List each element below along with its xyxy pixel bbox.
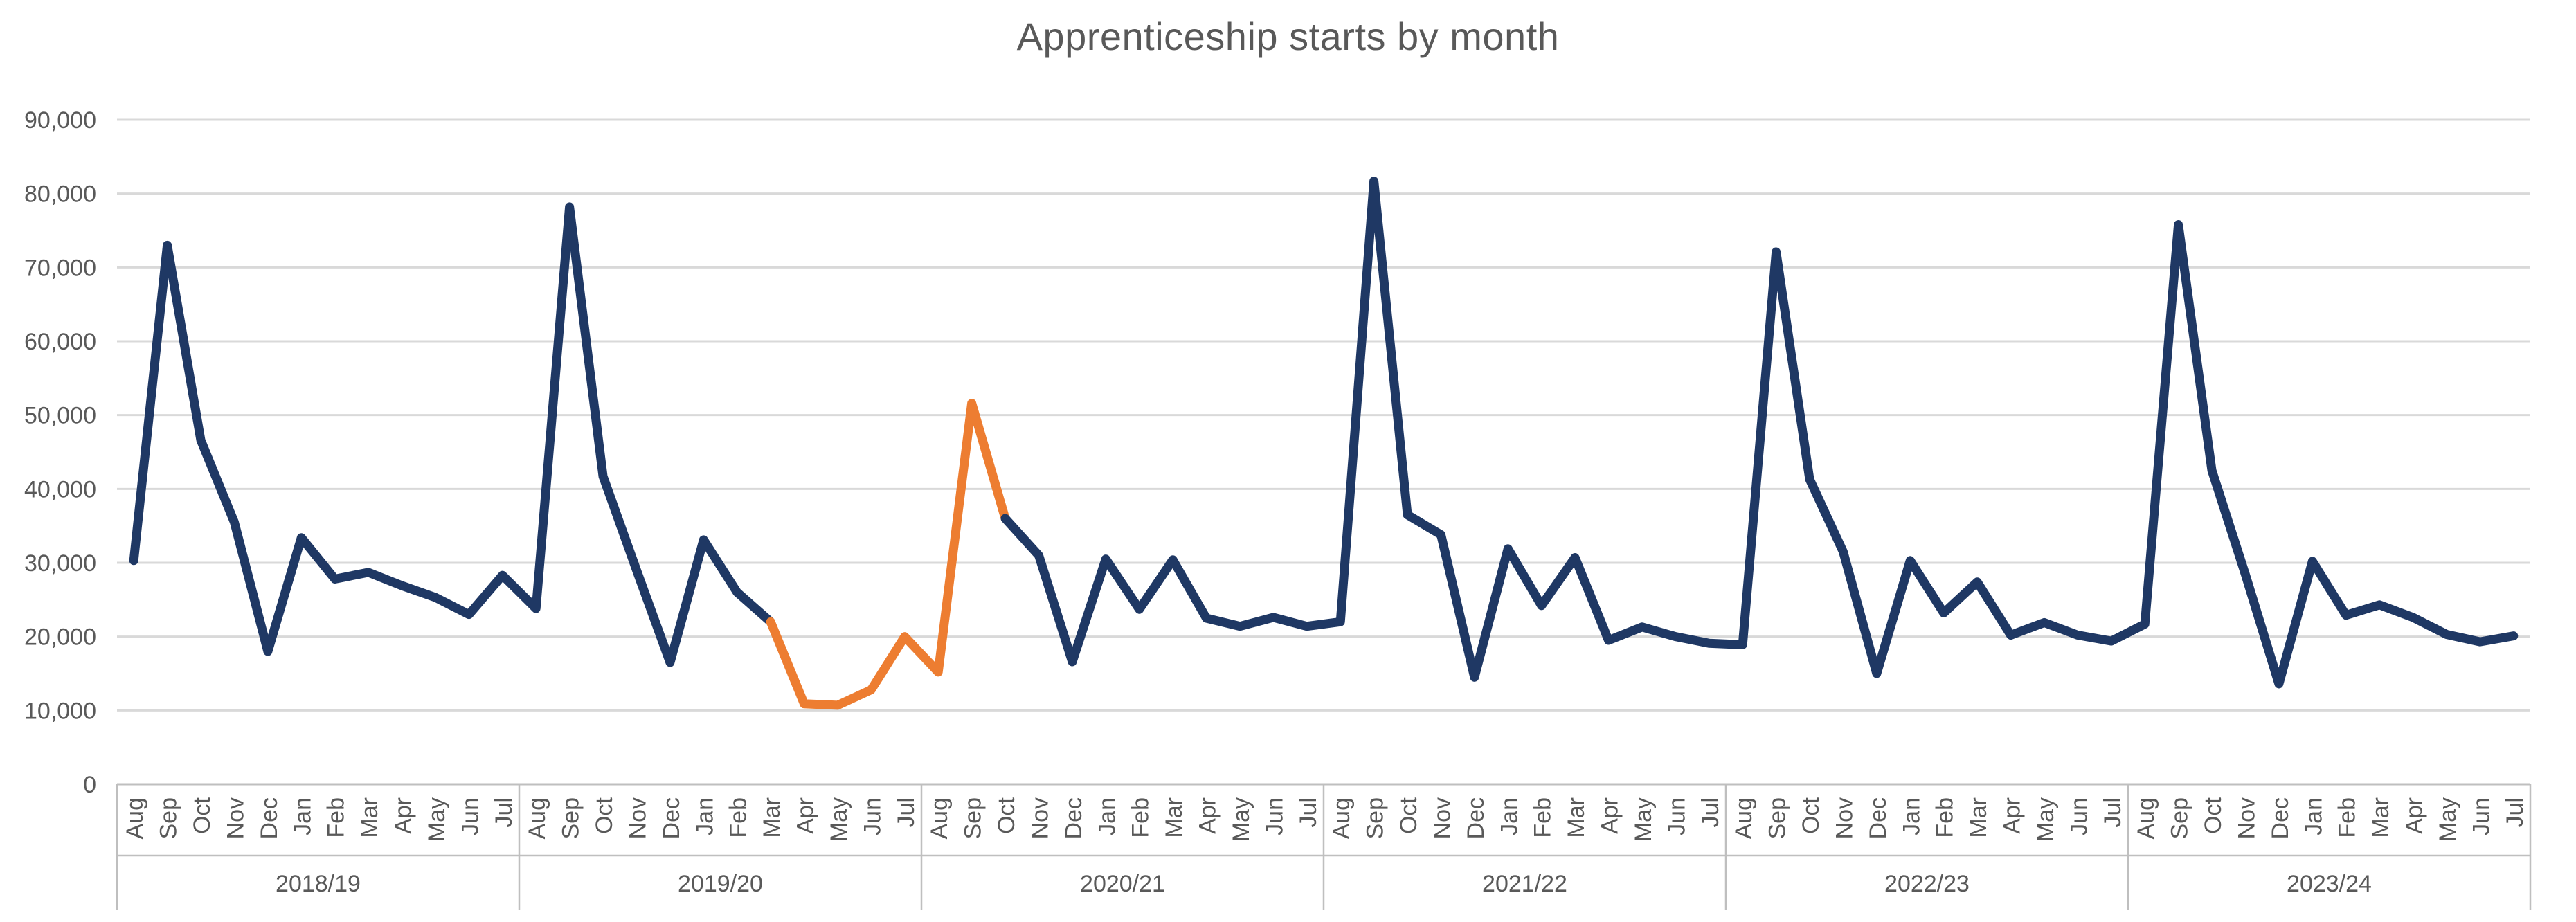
month-tick-label: Sep bbox=[960, 797, 987, 840]
starts-line-segment bbox=[129, 202, 775, 667]
month-tick-label: May bbox=[424, 797, 450, 842]
month-tick-label: Apr bbox=[390, 797, 417, 834]
year-group-label: 2021/22 bbox=[1482, 871, 1567, 897]
month-tick-label: Feb bbox=[1128, 797, 1154, 838]
y-tick-label: 90,000 bbox=[24, 107, 96, 134]
month-tick-label: Sep bbox=[1362, 797, 1389, 840]
month-tick-label: Mar bbox=[1563, 797, 1589, 838]
month-tick-label: Mar bbox=[357, 797, 383, 838]
month-tick-label: Jan bbox=[1094, 797, 1120, 835]
month-tick-label: Aug bbox=[122, 797, 148, 840]
month-tick-label: Jun bbox=[457, 797, 483, 835]
month-tick-label: Oct bbox=[189, 797, 215, 833]
month-tick-label: Aug bbox=[926, 797, 953, 840]
month-tick-label: Dec bbox=[256, 797, 282, 839]
y-tick-label: 70,000 bbox=[24, 255, 96, 281]
month-tick-label: Feb bbox=[1932, 797, 1958, 838]
y-tick-label: 0 bbox=[83, 772, 96, 798]
month-tick-label: Aug bbox=[2133, 797, 2159, 840]
month-tick-label: May bbox=[826, 797, 852, 842]
chart-title: Apprenticeship starts by month bbox=[1016, 15, 1560, 58]
month-tick-label: Sep bbox=[2167, 797, 2193, 840]
month-tick-label: Dec bbox=[658, 797, 685, 839]
month-tick-label: Apr bbox=[2402, 797, 2428, 834]
year-group-label: 2023/24 bbox=[2287, 871, 2372, 897]
month-tick-label: Mar bbox=[1965, 797, 1992, 838]
month-tick-label: Sep bbox=[1765, 797, 1791, 840]
month-tick-label: Jan bbox=[692, 797, 718, 835]
month-tick-label: Jun bbox=[859, 797, 885, 835]
month-tick-label: Aug bbox=[1328, 797, 1355, 840]
month-tick-label: Mar bbox=[2368, 797, 2394, 838]
month-tick-label: Jul bbox=[2502, 797, 2528, 827]
month-tick-label: Apr bbox=[1999, 797, 2026, 834]
month-tick-label: Nov bbox=[1429, 797, 1455, 839]
month-tick-label: Dec bbox=[1865, 797, 1891, 839]
month-tick-label: Jul bbox=[491, 797, 517, 827]
month-tick-label: Feb bbox=[323, 797, 350, 838]
month-tick-label: Mar bbox=[759, 797, 785, 838]
month-tick-label: Sep bbox=[558, 797, 584, 840]
month-tick-label: Dec bbox=[1061, 797, 1087, 839]
month-tick-label: Jul bbox=[893, 797, 919, 827]
y-tick-label: 10,000 bbox=[24, 698, 96, 724]
year-group-label: 2020/21 bbox=[1080, 871, 1165, 897]
month-tick-label: Feb bbox=[1530, 797, 1556, 838]
y-tick-label: 80,000 bbox=[24, 181, 96, 208]
month-tick-label: Jan bbox=[2300, 797, 2327, 835]
month-tick-label: Jun bbox=[1664, 797, 1690, 835]
month-tick-label: Aug bbox=[1731, 797, 1757, 840]
y-tick-label: 60,000 bbox=[24, 329, 96, 355]
month-tick-label: Mar bbox=[1161, 797, 1187, 838]
year-group-label: 2022/23 bbox=[1884, 871, 1970, 897]
month-tick-label: Nov bbox=[222, 797, 249, 839]
y-tick-label: 50,000 bbox=[24, 403, 96, 429]
month-tick-label: Jun bbox=[1261, 797, 1288, 835]
month-tick-label: Oct bbox=[1798, 797, 1824, 833]
month-tick-label: Oct bbox=[591, 797, 618, 833]
month-tick-label: Nov bbox=[624, 797, 651, 839]
y-tick-label: 40,000 bbox=[24, 476, 96, 503]
month-tick-label: Jun bbox=[2066, 797, 2092, 835]
month-tick-label: May bbox=[2435, 797, 2461, 842]
year-group-label: 2018/19 bbox=[276, 871, 361, 897]
covid-highlight-segment bbox=[766, 399, 1010, 710]
month-tick-label: Nov bbox=[1831, 797, 1857, 839]
month-tick-label: Sep bbox=[156, 797, 182, 840]
month-tick-label: Oct bbox=[2200, 797, 2226, 833]
month-tick-label: Jul bbox=[1697, 797, 1724, 827]
month-tick-label: Oct bbox=[1396, 797, 1422, 833]
month-tick-label: Dec bbox=[2267, 797, 2294, 839]
month-tick-label: Nov bbox=[1027, 797, 1053, 839]
month-tick-label: Apr bbox=[1597, 797, 1623, 834]
month-tick-label: Jan bbox=[1898, 797, 1925, 835]
month-tick-label: May bbox=[2033, 797, 2059, 842]
month-tick-label: Oct bbox=[993, 797, 1020, 833]
month-tick-label: Jan bbox=[289, 797, 316, 835]
month-tick-label: Nov bbox=[2233, 797, 2260, 839]
y-tick-label: 30,000 bbox=[24, 550, 96, 577]
month-tick-label: May bbox=[1228, 797, 1254, 842]
y-tick-label: 20,000 bbox=[24, 624, 96, 651]
month-tick-label: Jun bbox=[2468, 797, 2494, 835]
month-tick-label: Jan bbox=[1496, 797, 1522, 835]
month-tick-label: May bbox=[1630, 797, 1657, 842]
year-group-label: 2019/20 bbox=[678, 871, 763, 897]
month-tick-label: Jul bbox=[1295, 797, 1322, 827]
month-tick-label: Aug bbox=[524, 797, 550, 840]
month-tick-label: Feb bbox=[2334, 797, 2361, 838]
month-tick-label: Feb bbox=[726, 797, 752, 838]
month-tick-label: Apr bbox=[793, 797, 819, 834]
month-tick-label: Dec bbox=[1463, 797, 1489, 839]
starts-line-segment bbox=[1000, 177, 2519, 689]
month-tick-label: Jul bbox=[2100, 797, 2126, 827]
month-tick-label: Apr bbox=[1195, 797, 1221, 834]
